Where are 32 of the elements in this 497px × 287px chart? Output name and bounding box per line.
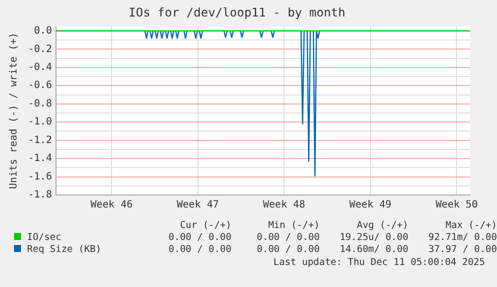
y-tick-label: -1.0 [28,116,52,128]
x-tick-label: Week 47 [176,200,219,211]
x-tick-label: Week 49 [349,200,392,211]
y-tick-label: -0.4 [28,62,52,74]
text: Avg (-/+) [356,220,408,232]
text: 92.71m/ 0.00 [427,232,497,244]
y-tick-label: -0.2 [28,44,52,55]
text: 0.00 / 0.00 [168,232,232,244]
x-tick-label: Week 50 [436,200,478,211]
y-tick-label: -1.2 [28,134,52,146]
chart-title: IOs for /dev/loop11 - by month [128,5,346,20]
text: 19.25u/ 0.00 [338,232,408,244]
y-tick-label: -0.8 [28,98,52,110]
text: 0.00 / 0.00 [168,244,232,256]
legend-label: IO/sec [26,232,62,244]
legend-label: Req Size (KB) [26,244,102,256]
text: 0.00 / 0.00 [256,244,320,256]
x-tick-label: Week 48 [263,200,306,211]
text: Last update: Thu Dec 11 05:00:04 2025 [273,257,485,268]
y-tick-label: -1.8 [28,190,52,201]
text: Cur (-/+) [178,220,232,232]
y-tick-label: -1.6 [28,171,52,182]
text: Min (-/+) [267,220,320,232]
text: 14.60m/ 0.00 [338,244,408,256]
y-axis-title: Units read (-) / write (+) [8,32,20,189]
y-tick-label: -1.4 [28,153,52,164]
text: Max (-/+) [444,220,497,232]
text: 0.00 / 0.00 [256,232,320,244]
text: 37.97 / 0.00 [427,244,497,256]
x-tick-label: Week 46 [90,200,133,211]
y-tick-label: 0.0 [34,26,52,37]
y-tick-label: -0.6 [28,80,52,92]
